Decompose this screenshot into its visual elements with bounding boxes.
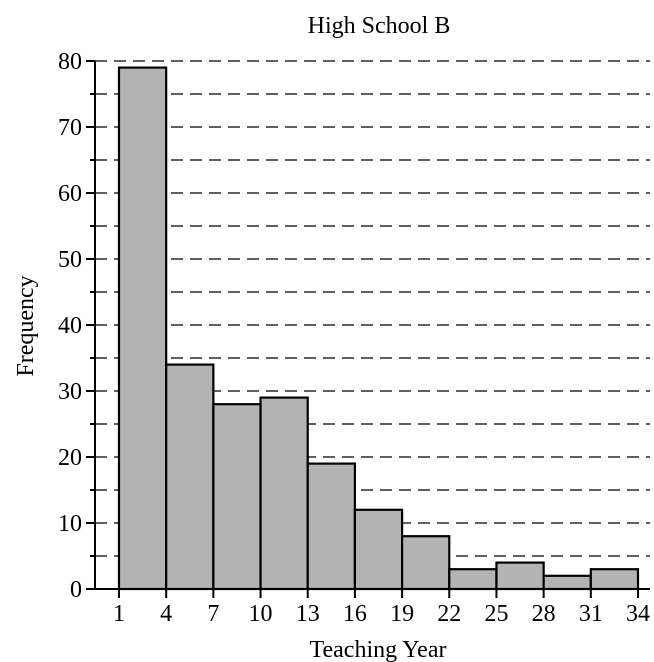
x-tick-label: 34 (626, 601, 650, 627)
y-tick-label: 70 (58, 115, 82, 141)
histogram-bar (212, 403, 262, 591)
gridlines (95, 60, 650, 557)
x-axis-label: Teaching Year (310, 637, 447, 662)
y-tick-label: 40 (58, 313, 82, 339)
histogram-bar (400, 535, 451, 591)
x-tick-label: 19 (390, 601, 414, 627)
histogram-bar (589, 568, 640, 591)
x-tick-label: 22 (437, 601, 461, 627)
y-tick-label: 50 (58, 247, 82, 273)
y-tick-label: 30 (58, 379, 82, 405)
y-tick-label: 20 (58, 445, 82, 471)
histogram-bar (117, 66, 168, 591)
histogram-bar (542, 574, 592, 591)
x-tick-label: 13 (296, 601, 320, 627)
x-tick-label: 16 (343, 601, 367, 627)
y-tick-label: 0 (70, 577, 82, 603)
x-tick-label: 10 (249, 601, 273, 627)
x-tick-label: 31 (579, 601, 603, 627)
y-axis-label: Frequency (13, 275, 39, 376)
x-tick-label: 25 (484, 601, 508, 627)
bars (117, 66, 640, 591)
y-tick-label: 60 (58, 181, 82, 207)
x-tick-label: 1 (113, 601, 125, 627)
histogram-bar (353, 508, 404, 591)
histogram-bar (495, 561, 545, 591)
y-ticks: 0 10 20 30 40 50 60 70 80 (58, 49, 95, 603)
x-tick-label: 28 (532, 601, 556, 627)
y-tick-label: 10 (58, 511, 82, 537)
y-tick-label: 80 (58, 49, 82, 75)
histogram-bar (448, 568, 498, 591)
x-tick-label: 7 (207, 601, 219, 627)
x-tick-label: 4 (160, 601, 172, 627)
x-ticks: 1 4 7 10 13 16 19 22 25 28 31 34 (113, 589, 650, 627)
histogram-bar (259, 396, 309, 591)
histogram-bar (306, 462, 357, 591)
histogram-bar (165, 363, 215, 591)
chart-title: High School B (308, 13, 451, 39)
